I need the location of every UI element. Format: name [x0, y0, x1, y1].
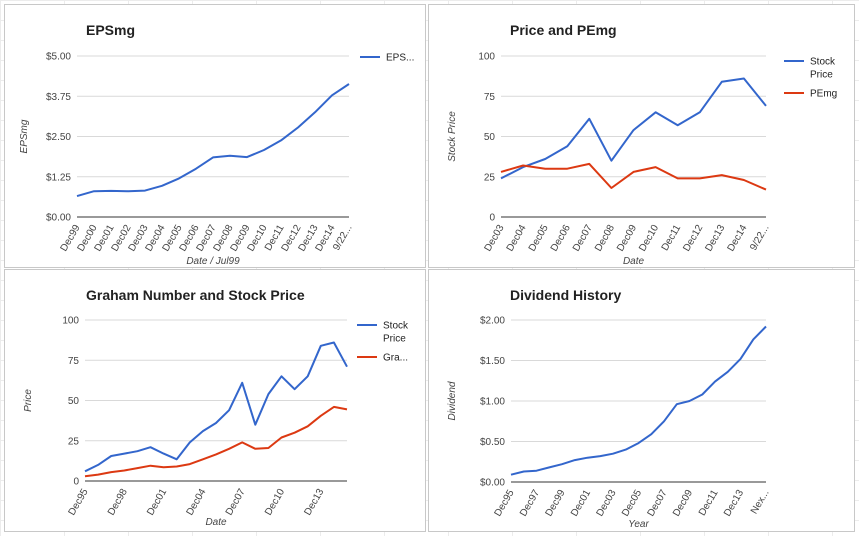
dividend-chart-panel: Dividend History $0.00 $0.50 $1.00 $1.50 $2.0… [428, 269, 855, 532]
x-tick-label: Dec03 [595, 488, 619, 519]
x-tick-label: Dec05 [620, 488, 644, 519]
x-tick-label: Dec05 [527, 223, 551, 254]
x-tick-label: Dec07 [571, 223, 595, 254]
x-tick-label: Dec12 [681, 223, 705, 254]
y-tick-label: 0 [73, 477, 79, 488]
y-tick-label: $0.50 [480, 437, 505, 448]
x-tick-label: Dec10 [637, 223, 661, 254]
chart-title: Price and PEmg [510, 22, 617, 38]
y-tick-label: $3.75 [46, 92, 71, 103]
x-tick-label: Dec06 [549, 223, 573, 254]
x-tick-label: Dec14 [726, 223, 750, 254]
price-pe-chart: Price and PEmg0255075100Dec03Dec04Dec05D… [447, 22, 837, 267]
y-tick-label: $2.50 [46, 132, 71, 143]
legend-label: Gra... [383, 353, 408, 364]
y-tick-label: 25 [68, 436, 80, 447]
x-axis-title: Year [628, 519, 649, 530]
y-tick-label: 75 [484, 92, 496, 103]
dividend-chart: Dividend History $0.00 $0.50 $1.00 $1.50 $2.0… [447, 287, 772, 530]
x-tick-label: Dec01 [145, 487, 169, 518]
x-tick-label: Dec09 [671, 488, 695, 519]
y-tick-label: 75 [68, 356, 80, 367]
x-tick-label: Dec99 [544, 488, 568, 519]
legend-label: EPS... [386, 53, 414, 64]
price-pe-chart-panel: Price and PEmg 0 25 50 75 100 Dec03 Dec04 Dec05 D… [428, 4, 855, 268]
chart-title: EPSmg [86, 22, 135, 38]
y-axis-title: EPSmg [19, 119, 30, 153]
x-axis-title: Date / Jul99 [186, 256, 240, 267]
y-tick-label: $5.00 [46, 52, 71, 63]
y-axis-title: Dividend [447, 381, 458, 420]
x-tick-label: Dec98 [106, 487, 130, 518]
y-tick-label: 100 [62, 316, 79, 327]
legend-label: Stock Price [810, 57, 836, 81]
y-tick-label: $1.50 [480, 356, 505, 367]
x-tick-label: Dec11 [697, 488, 721, 518]
x-tick-label: Dec04 [505, 223, 529, 254]
x-tick-label: Dec95 [67, 487, 91, 518]
graham-chart: Graham Number and Stock Price 0 25 50 75 100 D… [23, 287, 409, 528]
eps-chart-panel: EPSmg $0.00 $1.25 $2.50 $3.75 $5.00 Dec99 Dec00… [4, 4, 426, 268]
series-line-0 [510, 325, 767, 476]
y-tick-label: $1.25 [46, 172, 71, 183]
y-tick-label: $1.00 [480, 397, 505, 408]
y-tick-label: $0.00 [46, 213, 71, 224]
legend-label: Stock Price [383, 321, 409, 345]
y-tick-label: 25 [484, 172, 496, 183]
y-tick-label: 0 [489, 213, 495, 224]
x-tick-label: Dec01 [569, 488, 593, 519]
x-tick-label: Dec07 [646, 488, 670, 519]
chart-title: Graham Number and Stock Price [86, 287, 305, 303]
series-line-1 [500, 162, 767, 191]
series-line-0 [84, 341, 348, 473]
x-axis-title: Date [623, 256, 645, 267]
x-tick-label: Dec13 [722, 488, 746, 519]
y-tick-label: 50 [484, 132, 496, 143]
x-tick-label: 9/22... [748, 223, 771, 253]
series-line-1 [84, 405, 348, 478]
x-tick-label: Dec95 [493, 488, 517, 519]
x-tick-label: Dec97 [518, 488, 542, 519]
y-tick-label: $0.00 [480, 478, 505, 489]
x-tick-label: Dec03 [483, 223, 507, 254]
x-tick-label: Dec13 [703, 223, 727, 254]
chart-title: Dividend History [510, 287, 621, 303]
y-tick-label: $2.00 [480, 316, 505, 327]
x-tick-label: Dec09 [615, 223, 639, 254]
y-tick-label: 50 [68, 396, 80, 407]
eps-chart: EPSmg$0.00$1.25$2.50$3.75$5.00Dec99Dec00… [19, 22, 414, 267]
x-tick-label: Dec07 [224, 487, 248, 518]
x-tick-label: Dec11 [660, 223, 684, 253]
x-tick-label: Dec08 [593, 223, 617, 254]
x-tick-label: Dec10 [263, 487, 287, 518]
series-line-0 [500, 77, 767, 180]
y-tick-label: 100 [478, 52, 495, 63]
y-axis-title: Price [23, 389, 34, 412]
x-axis-title: Date [205, 517, 227, 528]
graham-chart-panel: Graham Number and Stock Price 0 25 50 75 100 D… [4, 269, 426, 532]
x-tick-label: Dec04 [185, 487, 209, 518]
x-tick-label: Nex... [749, 488, 772, 516]
legend-label: PEmg [810, 89, 837, 100]
series-line-0 [76, 83, 350, 198]
y-axis-title: Stock Price [447, 111, 458, 162]
x-tick-label: Dec13 [302, 487, 326, 518]
